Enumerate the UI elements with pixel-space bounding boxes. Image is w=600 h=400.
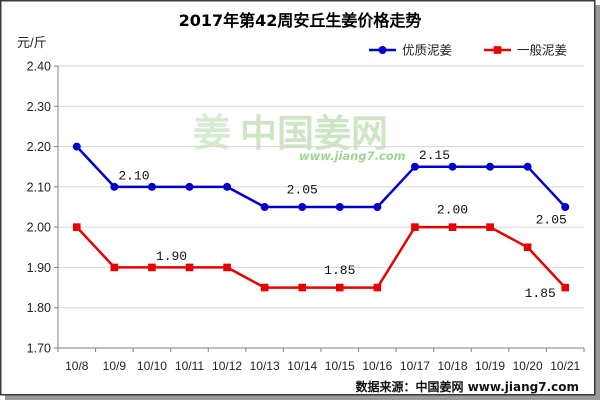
x-tick-label: 10/11 <box>175 359 204 373</box>
x-tick-labels: 10/8 10/9 10/10 10/11 10/12 10/13 10/14 10/15 10… <box>65 359 580 373</box>
data-point <box>486 223 494 231</box>
data-label: 2.05 <box>536 213 567 228</box>
data-label: 1.85 <box>525 286 556 301</box>
y-tick-label: 1.80 <box>27 301 51 315</box>
x-tick-label: 10/20 <box>513 359 543 373</box>
data-point <box>448 223 457 231</box>
data-point <box>335 283 344 292</box>
data-point <box>298 203 307 211</box>
data-point <box>260 203 269 211</box>
x-tick-label: 10/17 <box>400 359 430 373</box>
x-tick-label: 10/9 <box>103 359 127 373</box>
data-point <box>185 263 194 272</box>
watermark: 姜 中国姜网 www.jiang7.com <box>193 111 406 163</box>
legend-item-2: 一般泥姜 <box>484 43 567 58</box>
data-point <box>448 162 457 171</box>
watermark-name: 中国姜网 <box>240 112 388 155</box>
data-point <box>335 203 344 211</box>
data-point <box>185 182 194 191</box>
data-point <box>298 283 307 292</box>
data-point <box>110 263 119 272</box>
y-tick-label: 2.20 <box>27 140 51 154</box>
data-label: 1.90 <box>156 249 187 264</box>
series-1 <box>72 142 570 211</box>
x-tick-label: 10/12 <box>212 359 242 373</box>
y-tick-labels: 1.70 1.80 1.90 2.00 2.10 2.20 2.30 2.40 <box>27 60 51 356</box>
legend: 优质泥姜 一般泥姜 <box>369 43 567 58</box>
data-point <box>561 283 570 292</box>
x-tick-label: 10/13 <box>250 359 280 373</box>
data-label: 2.05 <box>287 183 318 198</box>
y-tick-label: 2.30 <box>27 100 51 114</box>
y-axis-unit: 元/斤 <box>17 35 47 50</box>
series-layer <box>72 142 570 292</box>
frame-shadow-bottom <box>5 395 600 400</box>
data-point <box>148 263 156 272</box>
data-point <box>147 182 156 191</box>
data-label: 2.15 <box>419 148 450 163</box>
data-label: 2.10 <box>118 168 149 183</box>
data-point <box>523 243 532 252</box>
data-point <box>523 162 532 171</box>
data-point <box>72 142 81 151</box>
legend-label: 优质泥姜 <box>402 43 452 58</box>
x-tick-label: 10/10 <box>137 359 167 373</box>
chart-title: 2017年第42周安丘生姜价格走势 <box>179 11 422 30</box>
gridlines <box>58 65 584 309</box>
axes <box>54 65 585 352</box>
y-tick-label: 2.40 <box>27 60 51 74</box>
x-tick-label: 10/16 <box>362 359 392 373</box>
legend-item-1: 优质泥姜 <box>369 43 452 58</box>
data-point <box>110 182 119 191</box>
data-point <box>486 162 495 171</box>
data-point <box>260 283 269 292</box>
data-point <box>373 283 382 292</box>
x-tick-label: 10/19 <box>475 359 505 373</box>
data-label: 1.85 <box>324 263 355 278</box>
x-tick-label: 10/14 <box>287 359 317 373</box>
watermark-logo: 姜 <box>193 111 231 155</box>
legend-swatch-marker <box>378 46 387 54</box>
watermark-url: www.jiang7.com <box>299 149 406 163</box>
y-tick-label: 1.70 <box>27 342 51 356</box>
data-source: 数据来源：中国姜网 www.jiang7.com <box>356 379 579 394</box>
data-labels: 2.10 2.05 2.15 2.05 1.90 1.85 2.00 1.85 <box>118 148 567 301</box>
y-tick-label: 2.00 <box>27 221 51 235</box>
legend-label: 一般泥姜 <box>517 43 567 58</box>
x-tick-label: 10/21 <box>550 359 580 373</box>
x-tick-label: 10/18 <box>437 359 467 373</box>
data-point <box>72 223 81 231</box>
data-point <box>223 263 231 272</box>
series-2 <box>72 223 570 292</box>
frame-shadow-right <box>595 5 600 400</box>
data-point <box>410 162 419 171</box>
x-tick-label: 10/15 <box>325 359 355 373</box>
x-tick-label: 10/8 <box>65 359 89 373</box>
data-point <box>561 203 570 211</box>
legend-swatch-marker <box>493 46 502 54</box>
series-line <box>75 225 567 289</box>
series-line <box>75 145 567 209</box>
data-point <box>411 223 419 231</box>
y-tick-label: 1.90 <box>27 261 51 275</box>
data-label: 2.00 <box>437 203 468 218</box>
data-point <box>223 182 232 191</box>
y-tick-label: 2.10 <box>27 180 51 194</box>
data-point <box>373 203 382 211</box>
